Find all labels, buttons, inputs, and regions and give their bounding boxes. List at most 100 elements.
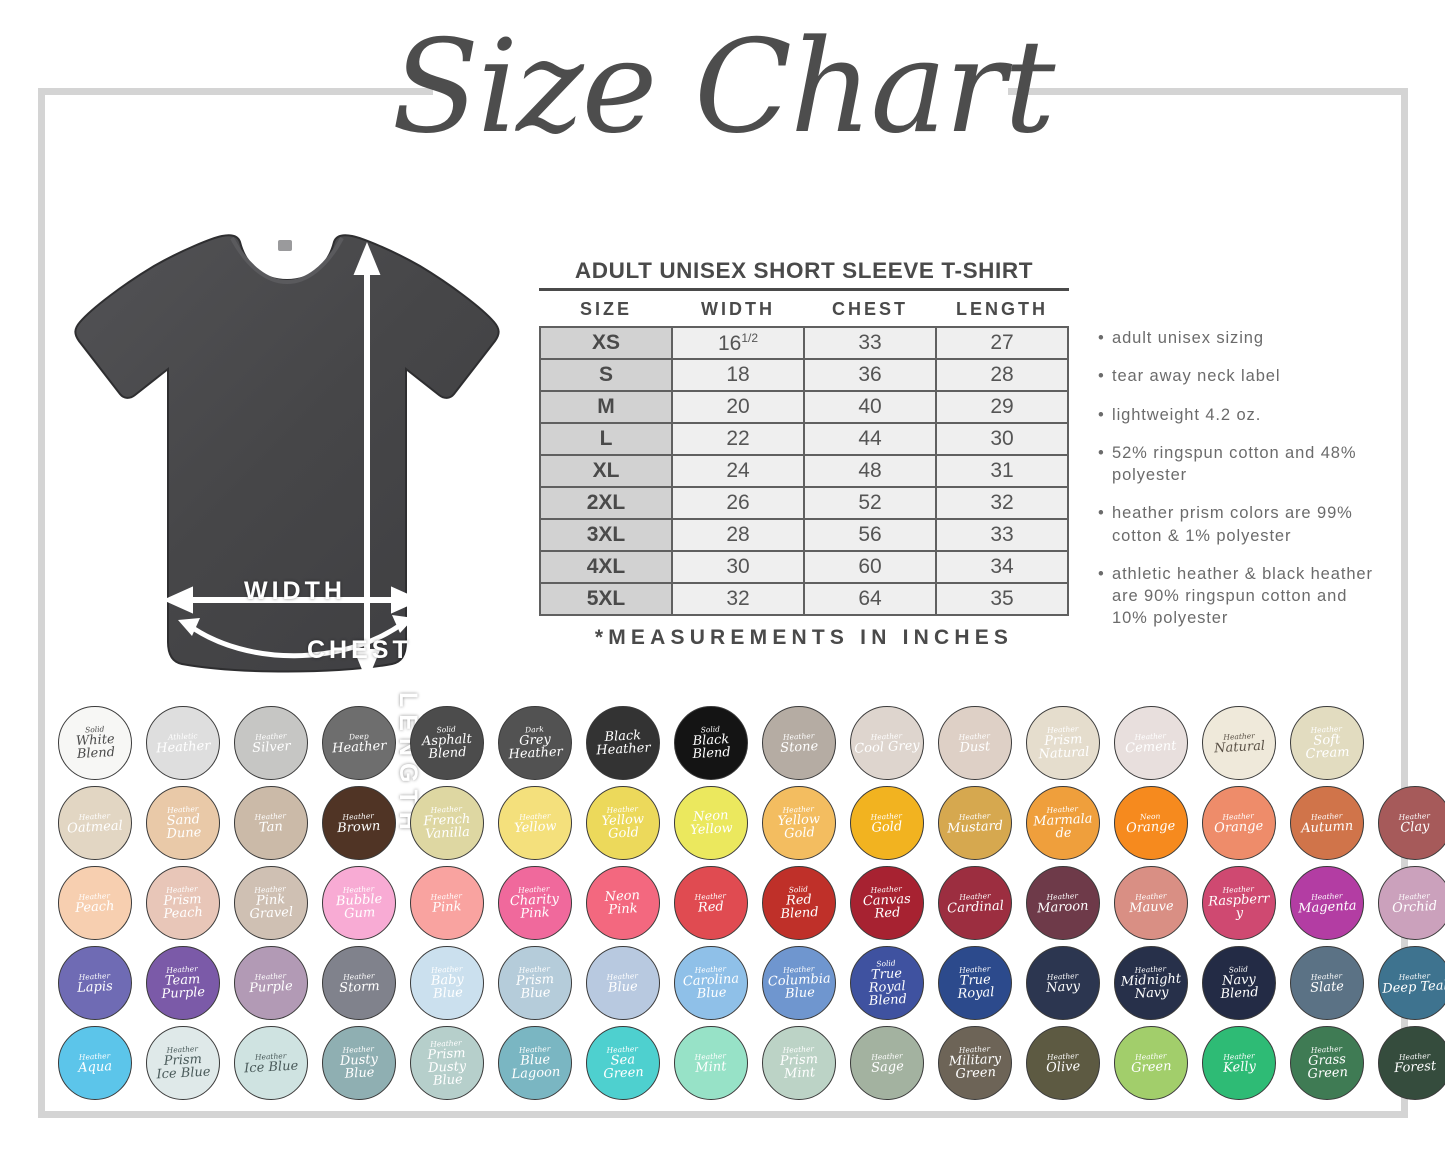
color-swatch[interactable]: Heather Autumn (1290, 786, 1364, 860)
color-swatch[interactable]: Heather Pink (410, 866, 484, 940)
color-swatch-label: Heather Prism Ice Blue (152, 1044, 214, 1082)
color-swatch[interactable]: Heather Kelly (1202, 1026, 1276, 1100)
color-swatch[interactable]: Heather Prism Dusty Blue (410, 1026, 484, 1100)
color-swatch[interactable]: Heather Tan (234, 786, 308, 860)
color-swatch[interactable]: Heather Prism Natural (1026, 706, 1100, 780)
color-swatch[interactable]: Heather Maroon (1026, 866, 1100, 940)
feature-item: tear away neck label (1098, 365, 1388, 388)
color-swatch[interactable]: Heather Natural (1202, 706, 1276, 780)
color-swatch[interactable]: Heather Columbia Blue (762, 946, 836, 1020)
color-swatch[interactable]: Heather Blue (586, 946, 660, 1020)
color-swatch[interactable]: Heather Dusty Blue (322, 1026, 396, 1100)
swatch-label-tail: Silver (251, 738, 291, 756)
color-swatch[interactable]: Heather Slate (1290, 946, 1364, 1020)
color-swatch[interactable]: Heather Prism Mint (762, 1026, 836, 1100)
color-swatch[interactable]: Heather Purple (234, 946, 308, 1020)
color-swatch[interactable]: Solid Asphalt Blend (410, 706, 484, 780)
cell-length: 27 (935, 326, 1069, 360)
frame-right-line (1401, 88, 1408, 1118)
color-swatch[interactable]: Heather Pink Gravel (234, 866, 308, 940)
color-swatch[interactable]: Heather Sea Green (586, 1026, 660, 1100)
color-swatch[interactable]: Neon Yellow (674, 786, 748, 860)
table-row: 3XL 28 56 33 (539, 518, 1069, 552)
color-swatch[interactable]: Heather Canvas Red (850, 866, 924, 940)
color-swatch[interactable]: Heather Sage (850, 1026, 924, 1100)
color-swatch[interactable]: Heather Prism Blue (498, 946, 572, 1020)
color-swatch[interactable]: Heather True Royal (938, 946, 1012, 1020)
color-swatch[interactable]: Solid White Blend (58, 706, 132, 780)
color-swatch[interactable]: Heather Orange (1202, 786, 1276, 860)
color-swatch[interactable]: Solid True Royal Blend (850, 946, 924, 1020)
color-swatch[interactable]: Heather Forest (1378, 1026, 1445, 1100)
color-swatch[interactable]: Heather Baby Blue (410, 946, 484, 1020)
swatch-label-tail: Autumn (1300, 818, 1354, 836)
color-swatch[interactable]: Heather Ice Blue (234, 1026, 308, 1100)
color-swatch-label: Heather Yellow (510, 811, 559, 836)
color-swatch[interactable]: Heather Sand Dune (146, 786, 220, 860)
color-swatch-label: Heather Stone (776, 731, 821, 756)
color-swatch[interactable]: Heather Silver (234, 706, 308, 780)
color-swatch[interactable]: Heather Red (674, 866, 748, 940)
color-swatch[interactable]: Heather Mauve (1114, 866, 1188, 940)
color-swatch-label: Heather Prism Mint (776, 1044, 822, 1081)
color-swatch[interactable]: Heather Olive (1026, 1026, 1100, 1100)
color-swatch[interactable]: Heather Blue Lagoon (498, 1026, 572, 1100)
color-swatch[interactable]: Heather Lapis (58, 946, 132, 1020)
color-swatch[interactable]: Heather Brown (322, 786, 396, 860)
color-swatch[interactable]: Deep Heather (322, 706, 396, 780)
color-swatch[interactable]: Solid Navy Blend (1202, 946, 1276, 1020)
swatch-label-tail: Gravel (249, 904, 294, 923)
color-swatch[interactable]: Heather Bubble Gum (322, 866, 396, 940)
color-swatch[interactable]: Heather Prism Ice Blue (146, 1026, 220, 1100)
swatch-label-main: Storm (338, 978, 380, 996)
swatch-label-tail: Blue (344, 1065, 375, 1082)
swatch-label-tail: Heather (155, 738, 211, 756)
color-swatch[interactable]: Heather Marmalade (1026, 786, 1100, 860)
color-swatch[interactable]: Heather Gold (850, 786, 924, 860)
color-swatch[interactable]: Heather Orchid (1378, 866, 1445, 940)
color-swatch[interactable]: Heather Aqua (58, 1026, 132, 1100)
color-swatch[interactable]: Heather Charity Pink (498, 866, 572, 940)
color-swatch[interactable]: Heather Storm (322, 946, 396, 1020)
color-swatch[interactable]: Heather Magenta (1290, 866, 1364, 940)
color-swatch[interactable]: Heather Green (1114, 1026, 1188, 1100)
color-swatch-label: Solid Black Blend (688, 725, 734, 762)
color-swatch[interactable]: Heather Mint (674, 1026, 748, 1100)
color-swatch-label: Heather Sage (867, 1051, 907, 1076)
color-swatch[interactable]: Heather Prism Peach (146, 866, 220, 940)
color-swatch[interactable]: Dark Grey Heather (498, 706, 572, 780)
swatch-label-tail: Mustard (946, 817, 1004, 836)
color-swatch[interactable]: Heather Team Purple (146, 946, 220, 1020)
color-swatch[interactable]: Black Heather (586, 706, 660, 780)
color-swatch[interactable]: Solid Black Blend (674, 706, 748, 780)
color-swatch[interactable]: Heather Yellow Gold (762, 786, 836, 860)
color-swatch-label: Heather Forest (1391, 1051, 1440, 1076)
color-swatch[interactable]: Heather Stone (762, 706, 836, 780)
color-swatch[interactable]: Heather Peach (58, 866, 132, 940)
color-swatch[interactable]: Neon Pink (586, 866, 660, 940)
color-swatch[interactable]: Athletic Heather (146, 706, 220, 780)
color-swatch[interactable]: Heather Raspberry (1202, 866, 1276, 940)
color-swatch[interactable]: Heather French Vanilla (410, 786, 484, 860)
tshirt-icon (74, 234, 500, 682)
color-swatch[interactable]: Heather Cool Grey (850, 706, 924, 780)
color-swatch[interactable]: Heather Dust (938, 706, 1012, 780)
color-swatch[interactable]: Heather Cement (1114, 706, 1188, 780)
color-swatch[interactable]: Heather Carolina Blue (674, 946, 748, 1020)
color-swatch[interactable]: Heather Deep Teal (1378, 946, 1445, 1020)
color-swatch[interactable]: Heather Oatmeal (58, 786, 132, 860)
color-swatch[interactable]: Heather Yellow (498, 786, 572, 860)
color-swatch[interactable]: Heather Cardinal (938, 866, 1012, 940)
color-swatch[interactable]: Heather Grass Green (1290, 1026, 1364, 1100)
color-swatch[interactable]: Heather Mustard (938, 786, 1012, 860)
color-swatch[interactable]: Heather Navy (1026, 946, 1100, 1020)
feature-item: 52% ringspun cotton and 48% polyester (1098, 442, 1388, 487)
color-swatch[interactable]: Heather Soft Cream (1290, 706, 1364, 780)
color-swatch[interactable]: Neon Orange (1114, 786, 1188, 860)
color-swatch[interactable]: Heather Clay (1378, 786, 1445, 860)
color-swatch[interactable]: Heather Midnight Navy (1114, 946, 1188, 1020)
color-swatch[interactable]: Heather Yellow Gold (586, 786, 660, 860)
color-swatch[interactable]: Solid Red Blend (762, 866, 836, 940)
swatch-label-tail: Blend (1220, 984, 1259, 1002)
color-swatch[interactable]: Heather Military Green (938, 1026, 1012, 1100)
